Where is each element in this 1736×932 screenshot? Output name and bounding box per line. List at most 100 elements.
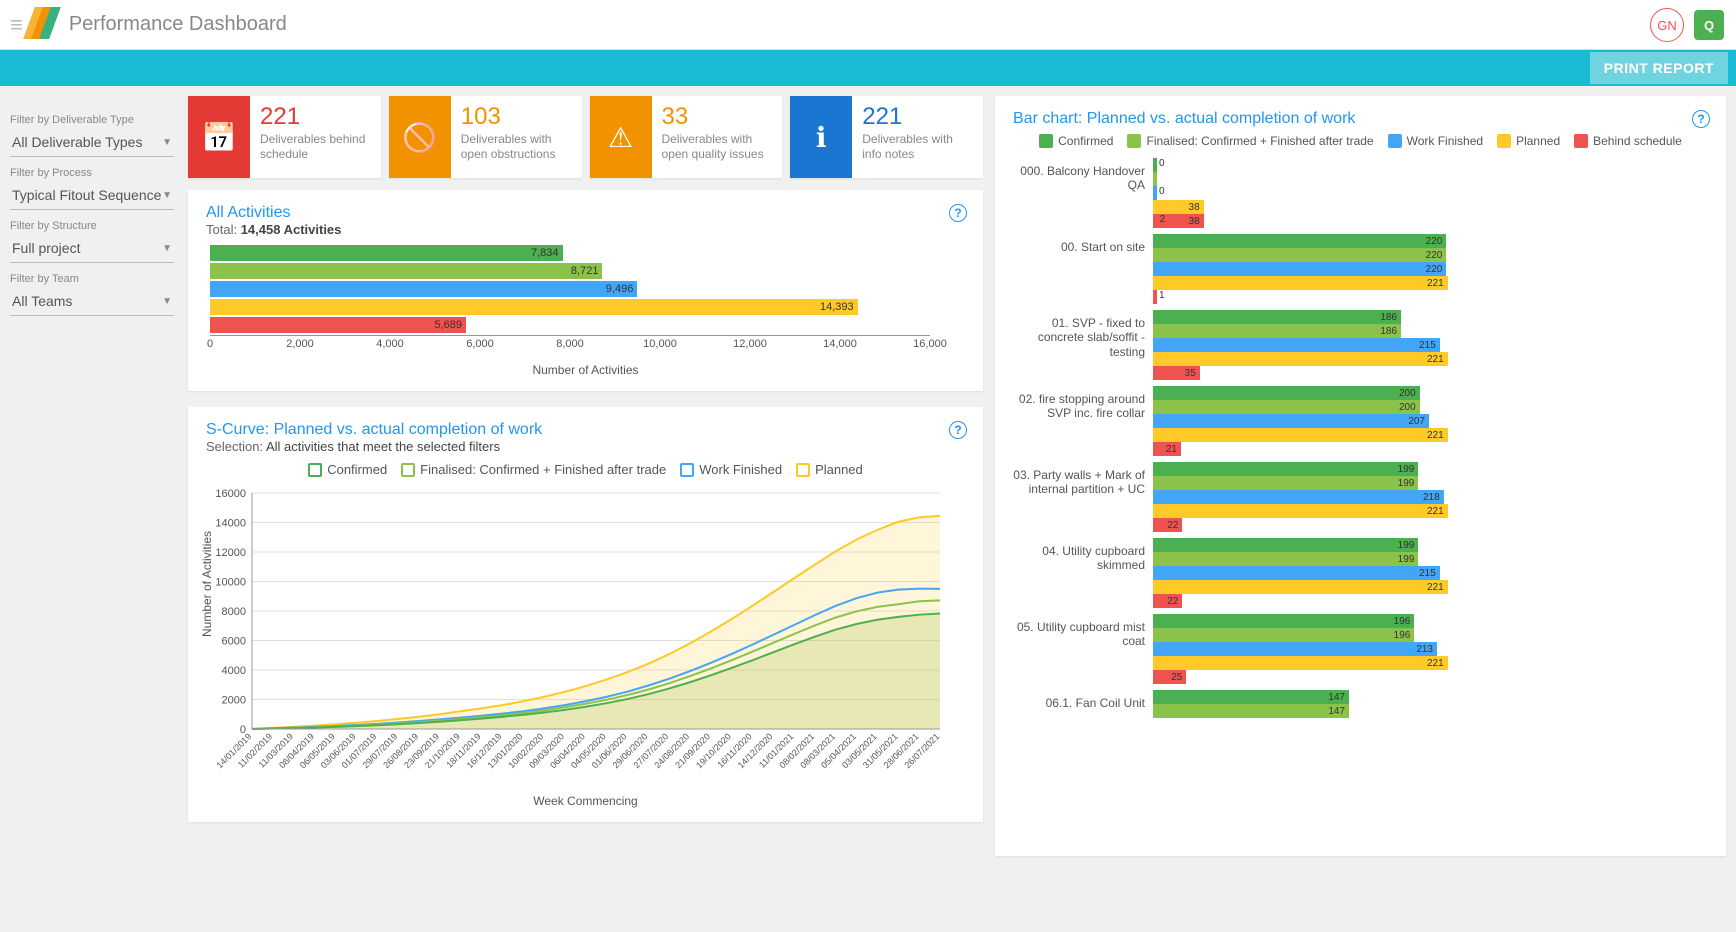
kpi-value: 221 <box>862 104 973 130</box>
grouped-bar-confirmed: 199 <box>1153 538 1418 552</box>
grouped-bar-behind: 21 <box>1153 442 1181 456</box>
grouped-bar-confirmed: 200 <box>1153 386 1420 400</box>
grouped-bar-confirmed: 199 <box>1153 462 1418 476</box>
grouped-bar-row: 000. Balcony Handover QA0023838 <box>1013 158 1708 228</box>
kpi-card[interactable]: 📅221Deliverables behind schedule <box>188 96 381 178</box>
help-icon[interactable]: ? <box>949 421 967 439</box>
grouped-bar-confirmed: 196 <box>1153 614 1414 628</box>
chevron-down-icon: ▼ <box>162 190 172 201</box>
kpi-value: 221 <box>260 104 371 130</box>
grouped-bar-confirmed: 220 <box>1153 234 1446 248</box>
activity-bar: 14,393 <box>210 299 858 315</box>
svg-text:8000: 8000 <box>222 606 246 618</box>
x-tick: 4,000 <box>376 338 404 350</box>
grouped-bar-behind: 22 <box>1153 594 1182 608</box>
grouped-bars-legend: Confirmed Finalised: Confirmed + Finishe… <box>1013 134 1708 148</box>
filter-process[interactable]: Typical Fitout Sequence▼ <box>10 183 174 210</box>
grouped-bar-finalised: 199 <box>1153 552 1418 566</box>
x-tick: 16,000 <box>913 338 947 350</box>
x-tick: 6,000 <box>466 338 494 350</box>
x-tick: 8,000 <box>556 338 584 350</box>
activity-bar: 7,834 <box>210 245 563 261</box>
filter-structure[interactable]: Full project▼ <box>10 236 174 263</box>
kpi-value: 33 <box>662 104 773 130</box>
grouped-bar-finalised: 199 <box>1153 476 1418 490</box>
filter-deliverable-type-value: All Deliverable Types <box>12 134 142 150</box>
action-bar: PRINT REPORT <box>0 50 1736 86</box>
activity-bar: 9,496 <box>210 281 637 297</box>
grouped-bar-label: 000. Balcony Handover QA <box>1013 158 1153 193</box>
filter-process-value: Typical Fitout Sequence <box>12 187 161 203</box>
grouped-bar-row: 01. SVP - fixed to concrete slab/soffit … <box>1013 310 1708 380</box>
help-icon[interactable]: ? <box>1692 110 1710 128</box>
grouped-bar-behind: 35 <box>1153 366 1200 380</box>
filter-deliverable-type[interactable]: All Deliverable Types▼ <box>10 130 174 157</box>
grouped-bar-planned: 38 <box>1153 200 1204 214</box>
s-curve-y-label: Number of Activities <box>200 531 214 637</box>
status-badge[interactable]: Q <box>1694 10 1724 40</box>
svg-text:4000: 4000 <box>222 665 246 677</box>
x-tick: 2,000 <box>286 338 314 350</box>
info-icon: ℹ <box>790 96 852 178</box>
grouped-bar-planned: 221 <box>1153 504 1448 518</box>
grouped-bar-finalised: 147 <box>1153 704 1349 718</box>
grouped-bar-behind <box>1153 290 1157 304</box>
svg-text:2000: 2000 <box>222 695 246 707</box>
x-tick: 12,000 <box>733 338 767 350</box>
kpi-desc: Deliverables behind schedule <box>260 132 371 161</box>
filter-label-structure: Filter by Structure <box>10 220 174 232</box>
grouped-bar-label: 05. Utility cupboard mist coat <box>1013 614 1153 649</box>
grouped-bars-rows: 000. Balcony Handover QA0023838 00. Start… <box>1013 158 1708 718</box>
logo-icon <box>29 7 53 42</box>
grouped-bar-label: 00. Start on site <box>1013 234 1153 254</box>
grouped-bar-finished: 215 <box>1153 338 1440 352</box>
kpi-card[interactable]: 🚫103Deliverables with open obstructions <box>389 96 582 178</box>
kpi-card[interactable]: ℹ221Deliverables with info notes <box>790 96 983 178</box>
grouped-bars-panel: ? Bar chart: Planned vs. actual completi… <box>995 96 1726 856</box>
page-title: Performance Dashboard <box>69 13 287 36</box>
chevron-down-icon: ▼ <box>162 296 172 307</box>
grouped-bar-finished: 220 <box>1153 262 1446 276</box>
svg-text:6000: 6000 <box>222 636 246 648</box>
grouped-bar-finished: 213 <box>1153 642 1437 656</box>
grouped-bar-label: 03. Party walls + Mark of internal parti… <box>1013 462 1153 497</box>
grouped-bar-row: 02. fire stopping around SVP inc. fire c… <box>1013 386 1708 456</box>
grouped-bar-row: 00. Start on site2202202202211 <box>1013 234 1708 304</box>
user-avatar[interactable]: GN <box>1650 8 1684 42</box>
filter-label-team: Filter by Team <box>10 273 174 285</box>
help-icon[interactable]: ? <box>949 204 967 222</box>
grouped-bar-planned: 221 <box>1153 580 1448 594</box>
all-activities-title: All Activities <box>206 204 965 222</box>
burger-chevron[interactable]: ≡ <box>10 12 23 38</box>
all-activities-total: Total: 14,458 Activities <box>206 222 965 237</box>
s-curve-selection: Selection: All activities that meet the … <box>206 439 965 454</box>
kpi-row: 📅221Deliverables behind schedule🚫103Deli… <box>188 96 983 178</box>
grouped-bar-finished: 207 <box>1153 414 1429 428</box>
print-report-button[interactable]: PRINT REPORT <box>1590 52 1728 84</box>
activity-bar: 5,689 <box>210 317 466 333</box>
kpi-desc: Deliverables with open obstructions <box>461 132 572 161</box>
grouped-bar-finalised <box>1153 172 1157 186</box>
filter-team-value: All Teams <box>12 293 72 309</box>
grouped-bar-behind: 22 <box>1153 518 1182 532</box>
grouped-bars-title: Bar chart: Planned vs. actual completion… <box>1013 110 1708 128</box>
grouped-bar-planned: 221 <box>1153 428 1448 442</box>
s-curve-chart: 020004000600080001000012000140001600014/… <box>206 487 946 787</box>
filter-team[interactable]: All Teams ▼ <box>10 289 174 316</box>
grouped-bar-finalised: 186 <box>1153 324 1401 338</box>
x-tick: 10,000 <box>643 338 677 350</box>
x-tick: 14,000 <box>823 338 857 350</box>
grouped-bar-behind: 25 <box>1153 670 1186 684</box>
grouped-bar-row: 03. Party walls + Mark of internal parti… <box>1013 462 1708 532</box>
grouped-bar-row: 04. Utility cupboard skimmed199199215221… <box>1013 538 1708 608</box>
all-activities-panel: ? All Activities Total: 14,458 Activitie… <box>188 190 983 391</box>
grouped-bar-planned: 221 <box>1153 656 1448 670</box>
x-tick: 0 <box>207 338 213 350</box>
filter-structure-value: Full project <box>12 240 80 256</box>
kpi-card[interactable]: ⚠ 33Deliverables with open quality issues <box>590 96 783 178</box>
grouped-bar-row: 06.1. Fan Coil Unit147147 <box>1013 690 1708 718</box>
kpi-desc: Deliverables with open quality issues <box>662 132 773 161</box>
grouped-bar-finalised: 200 <box>1153 400 1420 414</box>
warning-icon: ⚠ <box>590 96 652 178</box>
grouped-bar-planned: 221 <box>1153 352 1448 366</box>
